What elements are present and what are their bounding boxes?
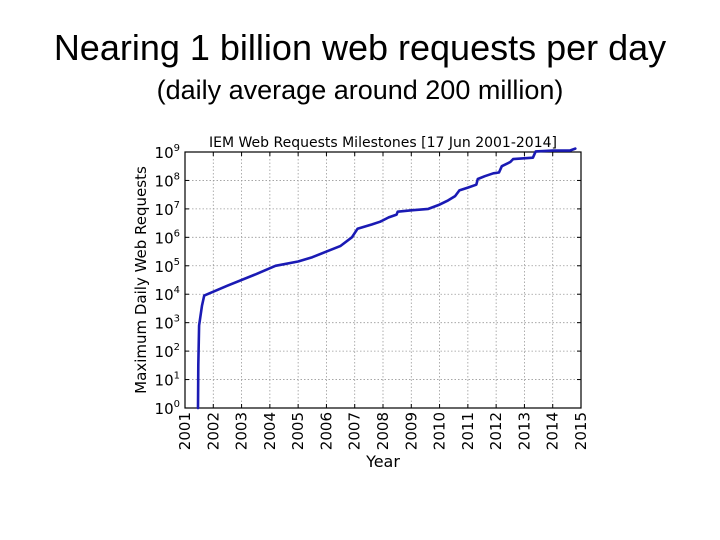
y-axis-label: Maximum Daily Web Requests	[132, 166, 150, 394]
y-tick-label: 101	[155, 371, 180, 390]
x-tick-label: 2013	[515, 412, 533, 450]
y-tick-label: 106	[155, 228, 180, 247]
y-tick-label: 105	[155, 257, 180, 276]
slide-subtitle: (daily average around 200 million)	[156, 75, 564, 105]
x-tick-label: 2010	[431, 412, 449, 450]
x-tick-label: 2008	[374, 412, 392, 450]
y-tick-label: 109	[155, 143, 180, 162]
x-tick-label: 2005	[289, 412, 307, 450]
x-tick-label: 2003	[233, 412, 251, 450]
chart-title: IEM Web Requests Milestones [17 Jun 2001…	[209, 135, 557, 151]
x-tick-label: 2007	[346, 412, 364, 450]
ticks: 2001 2002 2003 2004 2005 2006 2007 2008 2009 2010…	[155, 143, 590, 450]
x-tick-label: 2011	[459, 412, 477, 450]
y-tick-label: 107	[155, 200, 180, 219]
slide-title: Nearing 1 billion web requests per day	[53, 27, 667, 68]
y-tick-label: 100	[155, 399, 180, 418]
y-tick-label: 104	[155, 285, 180, 304]
y-tick-label: 108	[155, 171, 180, 190]
x-tick-label: 2009	[402, 412, 420, 450]
x-tick-label: 2002	[204, 412, 222, 450]
x-tick-label: 2014	[544, 412, 562, 450]
x-tick-label: 2006	[317, 412, 335, 450]
x-tick-label: 2004	[261, 412, 279, 450]
x-axis-label: Year	[365, 452, 400, 471]
x-tick-label: 2012	[487, 412, 505, 450]
y-tick-label: 102	[155, 342, 180, 361]
x-tick-label: 2015	[572, 412, 590, 450]
y-tick-label: 103	[155, 314, 180, 333]
x-tick-label: 2001	[176, 412, 194, 450]
series	[196, 147, 577, 410]
series-line	[196, 147, 577, 410]
